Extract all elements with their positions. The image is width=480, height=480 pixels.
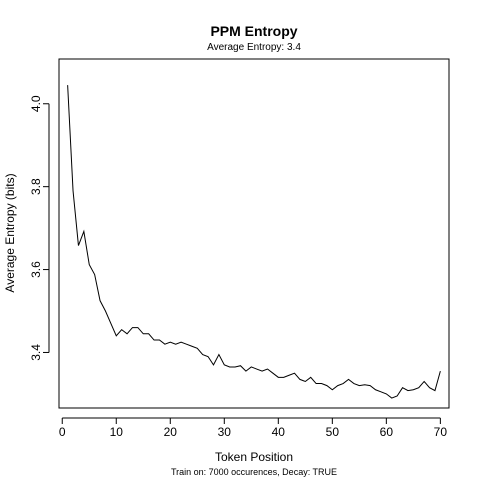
x-tick-label: 40 xyxy=(272,425,286,439)
plot-frame xyxy=(58,58,450,409)
x-tick-label: 70 xyxy=(434,425,448,439)
x-tick-label: 50 xyxy=(326,425,340,439)
y-tick-label: 3.8 xyxy=(29,178,43,195)
chart-subtitle: Average Entropy: 3.4 xyxy=(207,42,301,53)
x-tick-label: 60 xyxy=(380,425,394,439)
x-tick-label: 30 xyxy=(218,425,232,439)
entropy-series-line xyxy=(67,85,441,399)
y-tick-label: 3.4 xyxy=(29,344,43,361)
y-axis-label: Average Entropy (bits) xyxy=(3,173,17,292)
y-tick-label: 4.0 xyxy=(29,95,43,112)
x-axis: 0 10 20 30 40 50 60 70 xyxy=(59,417,448,439)
x-tick-label: 20 xyxy=(164,425,178,439)
y-tick-label: 3.6 xyxy=(29,261,43,278)
x-tick-label: 10 xyxy=(110,425,124,439)
x-axis-label: Token Position xyxy=(215,450,293,464)
y-axis: 3.4 3.6 3.8 4.0 xyxy=(29,95,50,361)
chart-caption: Train on: 7000 occurences, Decay: TRUE xyxy=(171,467,337,477)
chart-title: PPM Entropy xyxy=(210,23,297,39)
x-tick-label: 0 xyxy=(59,425,66,439)
